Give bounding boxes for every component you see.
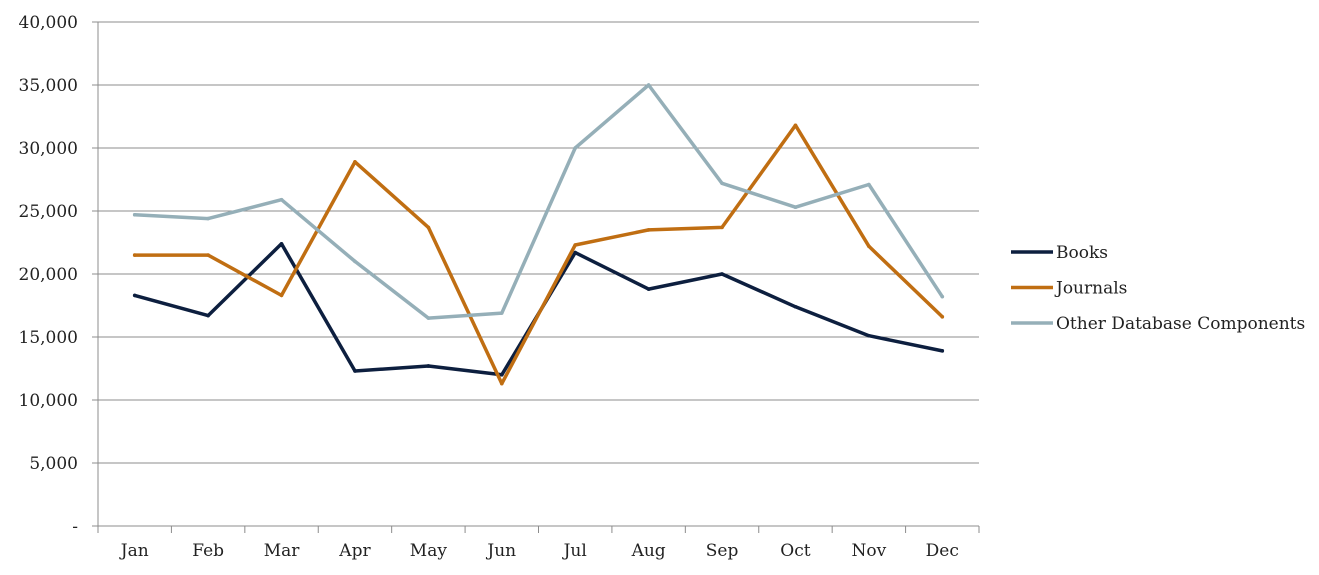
data-point [426,225,431,230]
y-tick-label: 20,000 [19,265,78,285]
y-tick-label: 15,000 [19,328,78,348]
x-tick-label: Jul [562,541,587,561]
data-point [132,253,137,257]
x-tick-label: Nov [852,541,887,561]
data-point [132,212,137,217]
x-tick-label: Jan [119,541,149,561]
data-point [353,259,357,264]
data-point [206,313,210,318]
data-point [720,272,724,276]
data-point [206,216,210,221]
legend-label: Books [1056,243,1108,263]
x-tick-label: Aug [631,541,666,561]
data-point [426,364,431,368]
data-point [279,197,284,202]
data-point [426,316,431,320]
data-point [867,333,871,338]
data-point [573,146,578,150]
legend-label: Other Database Components [1056,314,1305,334]
data-point [793,205,798,210]
data-point [499,381,504,386]
data-point [940,294,945,299]
data-point [720,225,724,230]
series-lines [132,83,945,386]
y-tick-label: 35,000 [19,76,78,96]
legend: Books Journals Other Database Components [1011,243,1305,334]
x-tick-label: Mar [264,541,301,561]
series-line-books [132,242,945,377]
y-tick-label: 25,000 [19,202,78,222]
y-tick-label: 40,000 [19,13,78,33]
x-tick-label: Apr [338,541,371,561]
data-point [353,369,357,373]
y-tick-label: 5,000 [29,454,78,474]
x-tick-label: Sep [706,541,739,561]
series-line-journals [132,123,945,386]
legend-label: Journals [1054,279,1127,299]
y-axis-ticks: - 5,000 10,000 15,000 20,000 25,000 30,000 35,0… [19,13,98,537]
data-point [132,293,137,298]
x-tick-label: May [410,541,448,561]
data-point [940,315,945,319]
series-line-other-database-components [132,83,945,320]
data-point [279,293,284,298]
data-point [573,243,578,247]
data-point [867,244,871,249]
data-point [793,304,798,309]
data-point [206,253,210,257]
y-tick-label: 30,000 [19,139,78,159]
data-point [353,160,357,164]
x-tick-label: Jun [485,541,516,561]
data-point [646,83,651,87]
x-axis-ticks: Jan Feb Mar Apr May Jun Jul Aug Sep Oct Nov Dec [97,526,980,561]
data-point [867,182,871,187]
data-point [499,311,504,315]
x-tick-label: Dec [926,541,959,561]
data-point [646,228,651,232]
grid-lines [98,21,979,464]
x-tick-label: Feb [192,541,224,561]
data-point [720,181,724,186]
y-tick-label: 10,000 [19,391,78,411]
data-point [279,241,284,246]
y-tick-label: - [72,517,78,537]
data-point [573,250,578,255]
x-tick-label: Oct [780,541,810,561]
data-point [646,287,651,291]
data-point [499,373,504,377]
data-point [793,123,798,128]
data-point [940,349,945,353]
